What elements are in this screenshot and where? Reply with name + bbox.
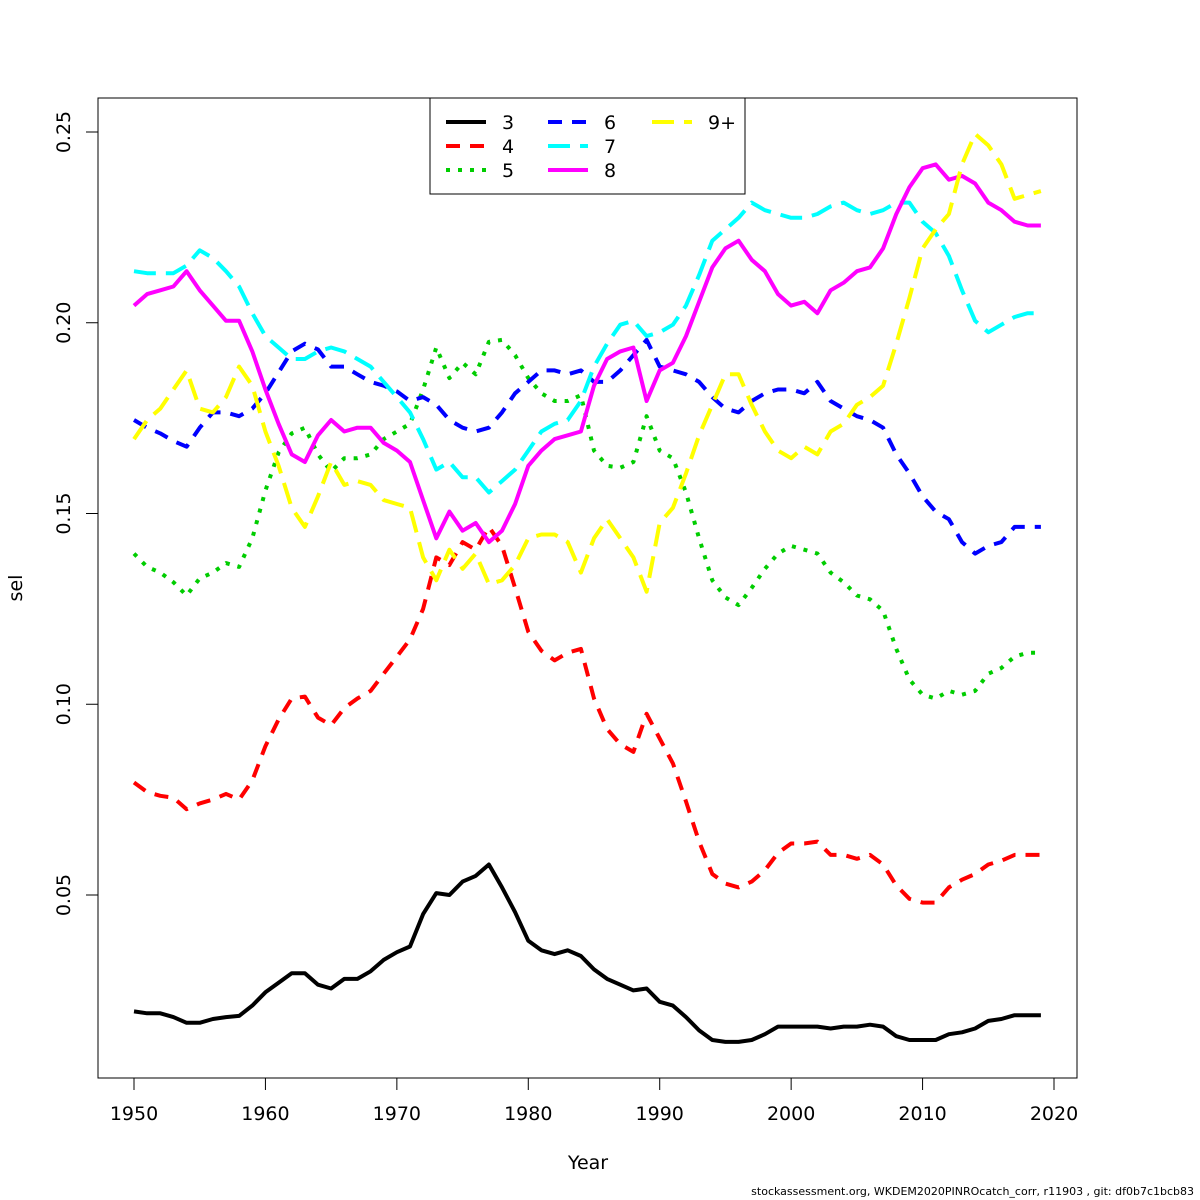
legend-label: 4 — [502, 136, 514, 158]
x-tick-label: 1960 — [241, 1103, 289, 1125]
x-tick-label: 1950 — [110, 1103, 158, 1125]
x-tick-label: 1980 — [504, 1103, 552, 1125]
footer-credit: stockassessment.org, WKDEM2020PINROcatch… — [751, 1185, 1194, 1198]
x-axis-title: Year — [567, 1152, 608, 1174]
legend-label: 5 — [502, 160, 514, 182]
plot-frame — [97, 97, 1078, 1079]
series-line-8 — [132, 162, 1041, 545]
series-line-6 — [132, 337, 1041, 556]
x-tick-label: 2020 — [1030, 1103, 1078, 1125]
series-line-5 — [132, 337, 1041, 701]
series-line-3 — [133, 862, 1041, 1044]
series-line-4 — [132, 524, 1041, 905]
y-tick-label: 0.05 — [53, 874, 75, 916]
y-axis-title: sel — [5, 575, 27, 602]
legend-label: 6 — [604, 112, 616, 134]
legend: 345 678 9+ — [429, 97, 746, 195]
series-layer — [132, 131, 1042, 1044]
y-axis: 0.05 0.10 0.15 0.20 0.25 — [53, 111, 99, 916]
series-line-7 — [133, 200, 1041, 495]
series-line-9plus — [132, 131, 1042, 594]
y-tick-label: 0.20 — [53, 302, 75, 344]
legend-label: 8 — [604, 160, 616, 182]
legend-label: 9+ — [708, 112, 736, 134]
legend-label: 7 — [604, 136, 616, 158]
x-tick-label: 1990 — [636, 1103, 684, 1125]
y-tick-label: 0.15 — [53, 492, 75, 534]
y-tick-label: 0.10 — [53, 683, 75, 725]
x-tick-label: 2000 — [767, 1103, 815, 1125]
x-tick-label: 2010 — [898, 1103, 946, 1125]
legend-label: 3 — [502, 112, 514, 134]
x-axis: 1950 1960 1970 1980 1990 2000 2010 2020 — [110, 1077, 1078, 1125]
y-tick-label: 0.25 — [53, 111, 75, 153]
x-tick-label: 1970 — [373, 1103, 421, 1125]
